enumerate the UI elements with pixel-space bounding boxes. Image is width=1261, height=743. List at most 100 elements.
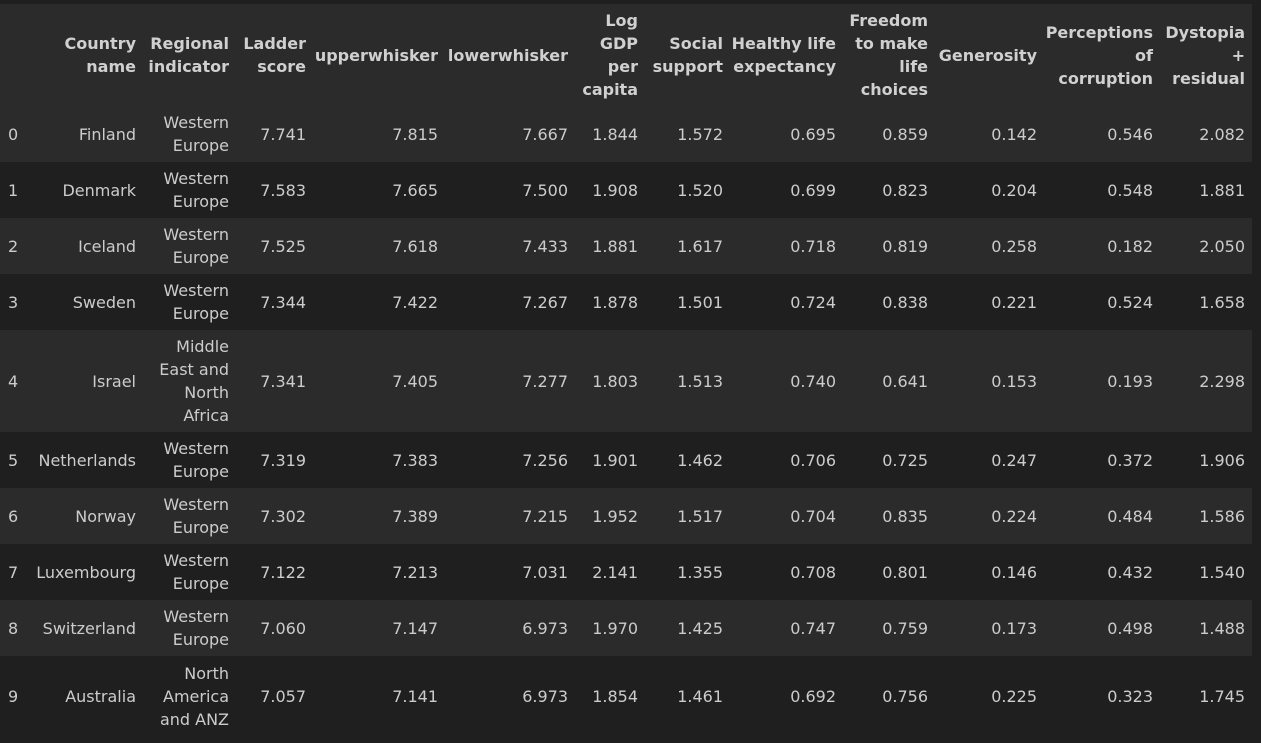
corruption-cell: 0.548: [1107, 180, 1153, 200]
header-generosity: Generosity: [938, 45, 1037, 65]
social-support-cell: 1.520: [677, 180, 723, 200]
log-gdp-cell: 2.141: [592, 562, 638, 582]
ladder-score-cell: 7.319: [260, 450, 306, 470]
dystopia-cell: 2.050: [1199, 236, 1245, 256]
table-row: 0 Finland Western Europe 7.741 7.815 7.667 1.8…: [0, 106, 1252, 162]
dystopia-cell: 1.906: [1199, 450, 1245, 470]
country-name-cell: Finland: [78, 124, 136, 144]
index-cell: 8: [8, 618, 19, 638]
freedom-cell: 0.819: [882, 236, 928, 256]
dataframe-table: Country name Regional indicator Ladder s…: [0, 4, 1252, 736]
lowerwhisker-cell: 7.256: [522, 450, 568, 470]
dystopia-cell: 1.881: [1199, 180, 1245, 200]
table-row: 7 Luxembourg Western Europe 7.122 7.213 7.031…: [0, 544, 1252, 600]
table-body: 0 Finland Western Europe 7.741 7.815 7.667 1.8…: [0, 106, 1252, 736]
index-cell: 0: [8, 124, 19, 144]
header-lowerwhisker: lowerwhisker: [447, 45, 568, 65]
social-support-cell: 1.617: [677, 236, 723, 256]
generosity-cell: 0.173: [991, 618, 1037, 638]
log-gdp-cell: 1.854: [592, 686, 638, 706]
healthy-life-cell: 0.704: [790, 506, 836, 526]
regional-indicator-cell: Western Europe: [163, 495, 229, 537]
dystopia-cell: 1.745: [1199, 686, 1245, 706]
table-row: 9 Australia North America and ANZ 7.057 7.14…: [0, 656, 1252, 736]
lowerwhisker-cell: 7.277: [522, 371, 568, 391]
country-name-cell: Switzerland: [42, 618, 136, 638]
dystopia-cell: 2.298: [1199, 371, 1245, 391]
lowerwhisker-cell: 7.215: [522, 506, 568, 526]
regional-indicator-cell: Western Europe: [163, 113, 229, 155]
corruption-cell: 0.484: [1107, 506, 1153, 526]
regional-indicator-cell: Western Europe: [163, 607, 229, 649]
healthy-life-cell: 0.692: [790, 686, 836, 706]
index-cell: 6: [8, 506, 19, 526]
index-cell: 7: [8, 562, 19, 582]
header-social-support: Social support: [652, 34, 723, 76]
log-gdp-cell: 1.844: [592, 124, 638, 144]
header-row: Country name Regional indicator Ladder s…: [0, 4, 1252, 106]
country-name-cell: Israel: [92, 371, 136, 391]
ladder-score-cell: 7.583: [260, 180, 306, 200]
country-name-cell: Australia: [65, 686, 136, 706]
lowerwhisker-cell: 6.973: [522, 618, 568, 638]
regional-indicator-cell: Western Europe: [163, 169, 229, 211]
index-cell: 3: [8, 292, 19, 312]
ladder-score-cell: 7.344: [260, 292, 306, 312]
dystopia-cell: 1.540: [1199, 562, 1245, 582]
social-support-cell: 1.462: [677, 450, 723, 470]
header-upperwhisker: upperwhisker: [314, 45, 438, 65]
regional-indicator-cell: North America and ANZ: [159, 663, 229, 729]
freedom-cell: 0.859: [882, 124, 928, 144]
header-corruption: Perceptions of corruption: [1045, 22, 1153, 88]
header-regional-indicator: Regional indicator: [148, 34, 229, 76]
ladder-score-cell: 7.060: [260, 618, 306, 638]
ladder-score-cell: 7.057: [260, 686, 306, 706]
log-gdp-cell: 1.970: [592, 618, 638, 638]
table-row: 2 Iceland Western Europe 7.525 7.618 7.433 1.8…: [0, 218, 1252, 274]
generosity-cell: 0.221: [991, 292, 1037, 312]
healthy-life-cell: 0.695: [790, 124, 836, 144]
freedom-cell: 0.838: [882, 292, 928, 312]
lowerwhisker-cell: 7.267: [522, 292, 568, 312]
corruption-cell: 0.323: [1107, 686, 1153, 706]
upperwhisker-cell: 7.383: [392, 450, 438, 470]
log-gdp-cell: 1.908: [592, 180, 638, 200]
social-support-cell: 1.513: [677, 371, 723, 391]
log-gdp-cell: 1.878: [592, 292, 638, 312]
log-gdp-cell: 1.803: [592, 371, 638, 391]
upperwhisker-cell: 7.389: [392, 506, 438, 526]
regional-indicator-cell: Western Europe: [163, 281, 229, 323]
healthy-life-cell: 0.747: [790, 618, 836, 638]
social-support-cell: 1.501: [677, 292, 723, 312]
healthy-life-cell: 0.708: [790, 562, 836, 582]
freedom-cell: 0.641: [882, 371, 928, 391]
generosity-cell: 0.153: [991, 371, 1037, 391]
country-name-cell: Sweden: [72, 292, 136, 312]
dystopia-cell: 2.082: [1199, 124, 1245, 144]
regional-indicator-cell: Western Europe: [163, 551, 229, 593]
header-freedom: Freedom to make life choices: [849, 11, 928, 99]
freedom-cell: 0.801: [882, 562, 928, 582]
header-log-gdp: Log GDP per capita: [582, 11, 638, 99]
freedom-cell: 0.823: [882, 180, 928, 200]
healthy-life-cell: 0.699: [790, 180, 836, 200]
ladder-score-cell: 7.122: [260, 562, 306, 582]
social-support-cell: 1.572: [677, 124, 723, 144]
upperwhisker-cell: 7.213: [392, 562, 438, 582]
freedom-cell: 0.835: [882, 506, 928, 526]
upperwhisker-cell: 7.815: [392, 124, 438, 144]
log-gdp-cell: 1.952: [592, 506, 638, 526]
country-name-cell: Iceland: [78, 236, 136, 256]
index-cell: 5: [8, 450, 19, 470]
generosity-cell: 0.142: [991, 124, 1037, 144]
freedom-cell: 0.725: [882, 450, 928, 470]
dystopia-cell: 1.586: [1199, 506, 1245, 526]
upperwhisker-cell: 7.141: [392, 686, 438, 706]
corruption-cell: 0.193: [1107, 371, 1153, 391]
healthy-life-cell: 0.706: [790, 450, 836, 470]
upperwhisker-cell: 7.422: [392, 292, 438, 312]
dystopia-cell: 1.658: [1199, 292, 1245, 312]
table-row: 4 Israel Middle East and North Africa 7.341…: [0, 330, 1252, 432]
social-support-cell: 1.425: [677, 618, 723, 638]
